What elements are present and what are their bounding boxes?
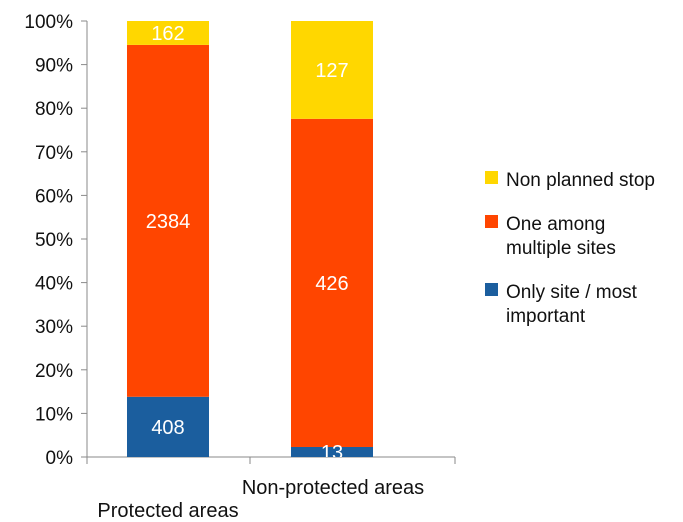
bar-segment: [127, 21, 209, 45]
data-label: 408: [151, 417, 184, 439]
y-tick-label: 20%: [35, 361, 73, 382]
legend-swatch: [485, 171, 498, 184]
bar-segment: [127, 396, 209, 457]
data-label: 426: [315, 273, 348, 295]
category-label: Non-protected areas: [242, 477, 424, 499]
bar-segment: [127, 44, 209, 397]
y-tick-label: 10%: [35, 404, 73, 425]
axis-layer: 0% 10% 20% 30% 40% 50% 60% 70% 80% 90% 100% Protect…: [24, 12, 456, 522]
y-tick-label: 50%: [35, 230, 73, 251]
y-tick-label: 90%: [35, 56, 73, 77]
y-tick-label: 100%: [24, 12, 73, 33]
bar-segment: [291, 118, 373, 447]
legend-label: multiple sites: [506, 238, 616, 259]
y-tick-label: 80%: [35, 99, 73, 120]
bars-layer: [127, 21, 373, 457]
y-tick-label: 40%: [35, 274, 73, 295]
bar-segment: [291, 21, 373, 119]
legend-label: important: [506, 306, 586, 327]
legend-item: One among multiple sites: [485, 214, 616, 259]
data-label: 2384: [146, 211, 191, 233]
y-tick-label: 0%: [46, 448, 74, 469]
data-label: 127: [315, 60, 348, 82]
legend-item: Only site / most important: [485, 282, 638, 327]
legend-label: One among: [506, 214, 605, 235]
category-label: Protected areas: [97, 500, 238, 522]
legend-swatch: [485, 215, 498, 228]
legend-item: Non planned stop: [485, 170, 655, 191]
bar-segment: [291, 446, 373, 457]
y-tick-label: 60%: [35, 186, 73, 207]
legend-swatch: [485, 283, 498, 296]
y-tick-label: 30%: [35, 317, 73, 338]
data-label: 13: [321, 442, 343, 464]
y-tick-label: 70%: [35, 143, 73, 164]
legend-label: Non planned stop: [506, 170, 655, 191]
legend-label: Only site / most: [506, 282, 638, 303]
labels-layer: 408 2384 162 13 426 127: [146, 23, 349, 464]
data-label: 162: [151, 23, 184, 45]
